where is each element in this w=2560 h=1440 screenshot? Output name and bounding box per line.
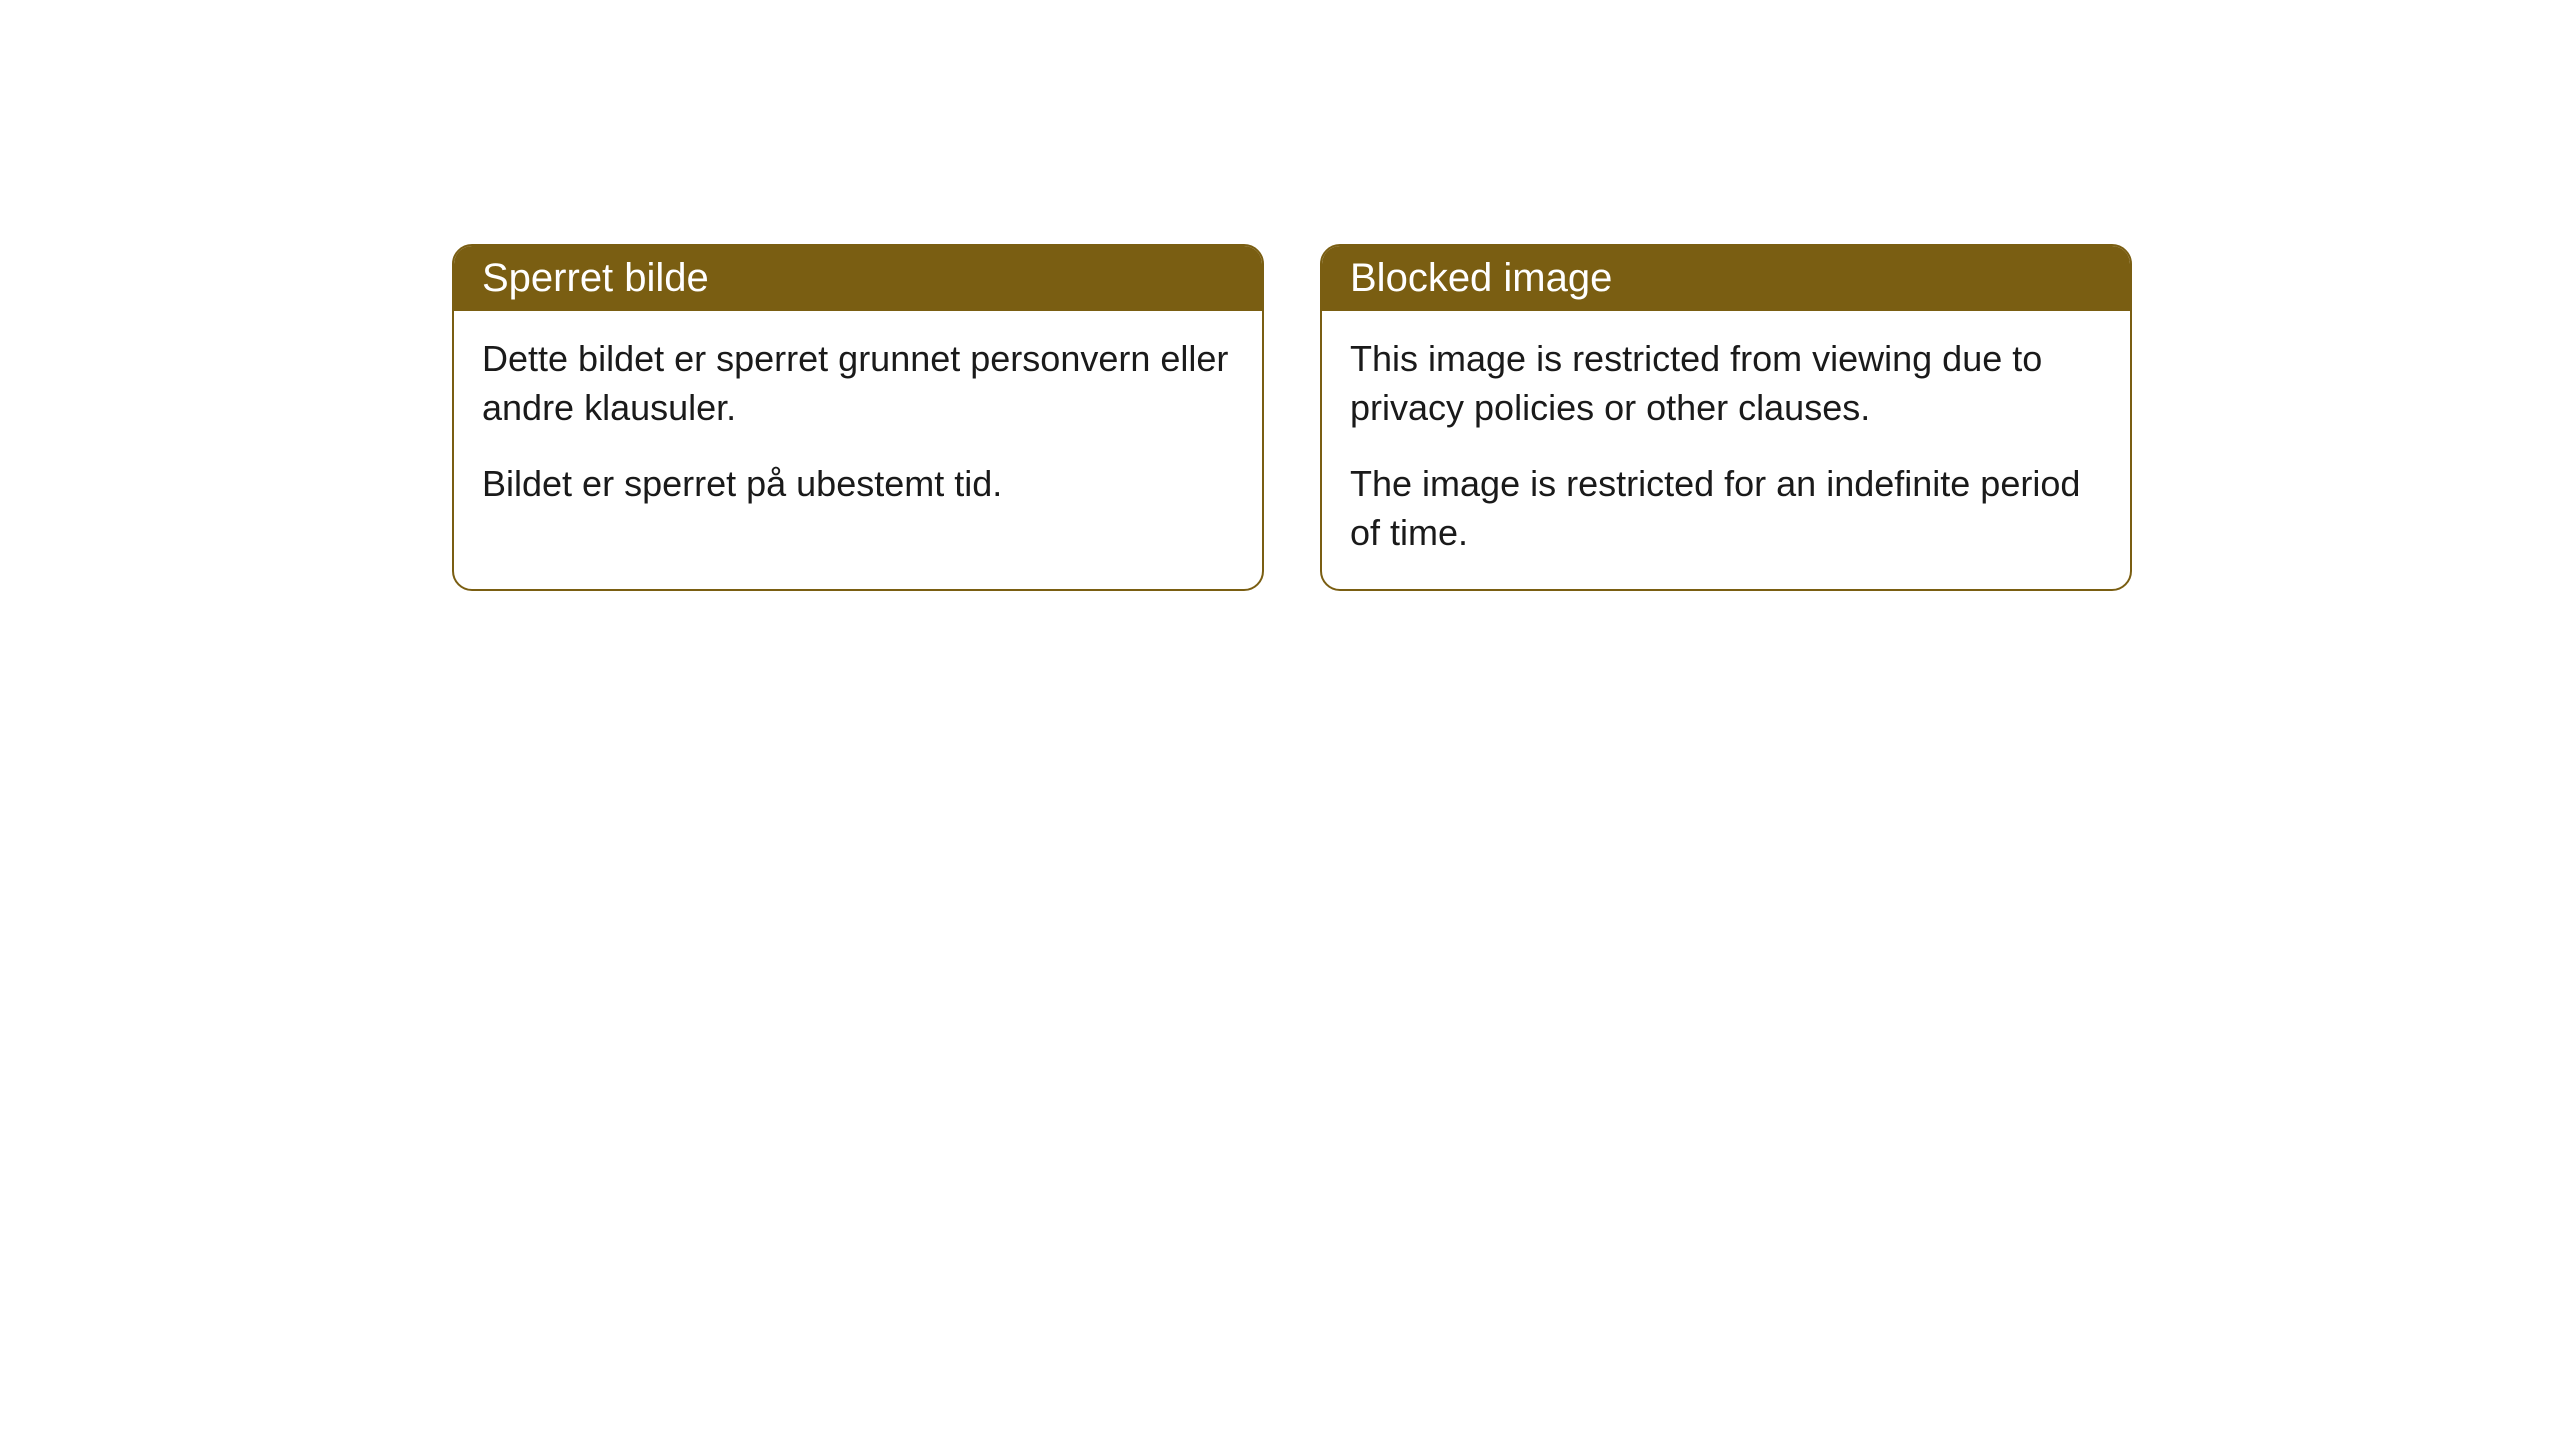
card-body: Dette bildet er sperret grunnet personve… xyxy=(454,311,1262,541)
card-header: Blocked image xyxy=(1322,246,2130,311)
card-paragraph-2: The image is restricted for an indefinit… xyxy=(1350,460,2102,557)
card-paragraph-1: Dette bildet er sperret grunnet personve… xyxy=(482,335,1234,432)
card-paragraph-1: This image is restricted from viewing du… xyxy=(1350,335,2102,432)
card-body: This image is restricted from viewing du… xyxy=(1322,311,2130,589)
card-header: Sperret bilde xyxy=(454,246,1262,311)
card-paragraph-2: Bildet er sperret på ubestemt tid. xyxy=(482,460,1234,509)
card-title: Blocked image xyxy=(1350,256,1612,300)
blocked-image-card-norwegian: Sperret bilde Dette bildet er sperret gr… xyxy=(452,244,1264,591)
notice-cards-container: Sperret bilde Dette bildet er sperret gr… xyxy=(0,0,2560,591)
card-title: Sperret bilde xyxy=(482,256,709,300)
blocked-image-card-english: Blocked image This image is restricted f… xyxy=(1320,244,2132,591)
